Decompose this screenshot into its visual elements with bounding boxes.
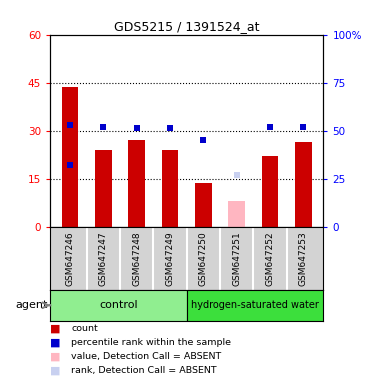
Bar	[162, 150, 178, 227]
Text: ■: ■	[50, 324, 60, 334]
Text: GSM647250: GSM647250	[199, 232, 208, 286]
Bar	[95, 150, 112, 227]
Text: ■: ■	[50, 351, 60, 361]
Bar	[128, 140, 145, 227]
Text: count: count	[71, 324, 98, 333]
Text: GSM647246: GSM647246	[65, 232, 75, 286]
Bar	[187, 290, 323, 321]
Bar	[50, 290, 187, 321]
Text: rank, Detection Call = ABSENT: rank, Detection Call = ABSENT	[71, 366, 217, 375]
Bar	[262, 156, 278, 227]
Text: value, Detection Call = ABSENT: value, Detection Call = ABSENT	[71, 352, 221, 361]
Text: hydrogen-saturated water: hydrogen-saturated water	[191, 300, 319, 310]
Text: GSM647249: GSM647249	[166, 232, 174, 286]
Text: GSM647247: GSM647247	[99, 232, 108, 286]
Text: GSM647252: GSM647252	[266, 232, 275, 286]
Text: GSM647251: GSM647251	[232, 232, 241, 286]
Bar	[195, 184, 212, 227]
Text: GSM647253: GSM647253	[299, 232, 308, 286]
Title: GDS5215 / 1391524_at: GDS5215 / 1391524_at	[114, 20, 259, 33]
Text: agent: agent	[15, 300, 47, 310]
Text: control: control	[99, 300, 138, 310]
Bar	[228, 201, 245, 227]
Bar	[62, 88, 79, 227]
Bar	[295, 142, 312, 227]
Text: ■: ■	[50, 366, 60, 376]
Text: ■: ■	[50, 338, 60, 348]
Text: GSM647248: GSM647248	[132, 232, 141, 286]
Text: percentile rank within the sample: percentile rank within the sample	[71, 338, 231, 347]
